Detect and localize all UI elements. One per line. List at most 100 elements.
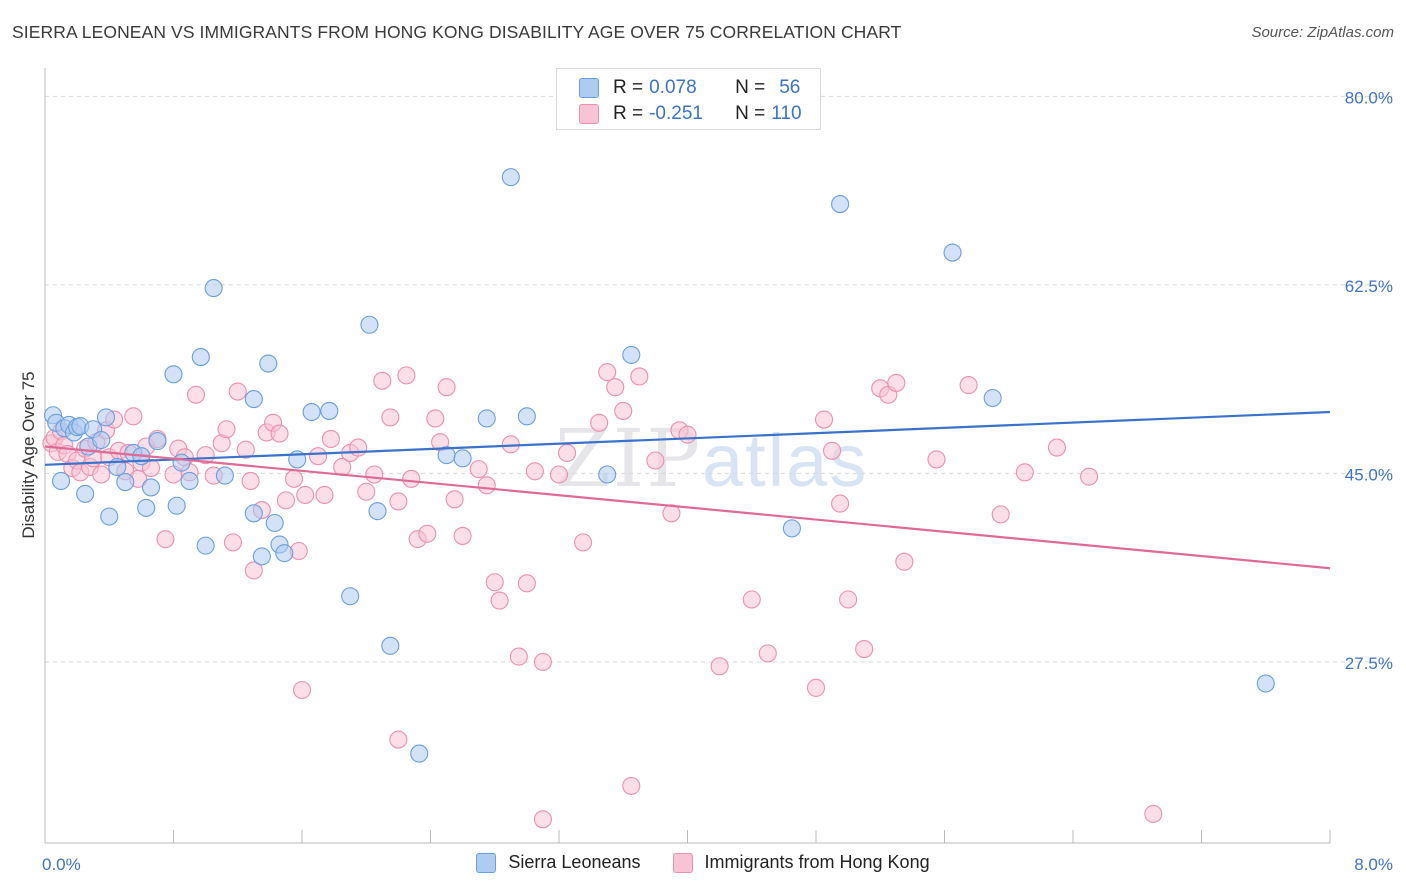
sierra-leonean-point [831,195,850,214]
legend-item-hongkong: Immigrants from Hong Kong [672,852,930,873]
hongkong-point [397,366,416,385]
hongkong-point [758,644,777,663]
sierra-leonean-point [191,348,210,367]
sierra-leonean-point [244,390,263,409]
hongkong-point [270,424,289,443]
hongkong-point [418,524,437,543]
x-tick-label: 8.0% [1354,855,1393,874]
sierra-leonean-point [196,536,215,555]
hongkong-point [92,465,111,484]
hongkong-point [469,460,488,479]
sierra-leonean-point [180,471,199,491]
sierra-leonean-point [141,478,161,497]
sierra-leonean-point [368,502,387,521]
sierra-leonean-point [137,498,156,517]
hongkong-point [373,371,392,390]
sierra-leonean-point [302,402,321,422]
hongkong-point [228,382,247,401]
hongkong-point [622,776,641,795]
sierra-leonean-point [782,519,801,538]
sierra-leonean-point [204,279,223,298]
gridlines [45,95,1392,663]
r-value: -0.251 [649,103,703,124]
hongkong-point [574,533,593,552]
legend-label: Immigrants from Hong Kong [704,852,930,872]
legend-row-hongkong: R = -0.251 N = 110 [579,102,802,126]
hongkong-point [453,526,472,545]
hongkong-point [991,505,1010,524]
sierra-leonean-point [943,243,962,262]
hongkong-point [241,471,260,491]
sierra-leonean-point [172,453,191,472]
hongkong-point [381,408,400,427]
hongkong-point [223,533,242,552]
legend-label: Sierra Leoneans [508,852,641,872]
hongkong-point [517,574,536,593]
sierra-leonean-point [360,315,379,334]
hongkong-point [646,451,665,470]
axes [44,68,1331,844]
sierra-leonean-point [167,496,186,515]
y-tick-label: 45.0% [1345,465,1393,484]
hongkong-point [445,490,464,509]
hongkong-point [927,450,946,469]
hongkong-point [477,476,496,495]
trend-line-hongkong [44,445,1331,570]
sierra-leonean-point [148,432,167,451]
blue-swatch [579,78,599,98]
sierra-leonean-point [622,345,641,364]
y-tick-label: 62.5% [1345,277,1393,296]
hongkong-point [437,378,456,397]
sierra-leonean-point [275,544,294,563]
pink-swatch [672,852,693,873]
sierra-leonean-point [76,484,95,503]
sierra-leonean-point [517,407,536,426]
hongkong-point [244,561,263,580]
n-value: 56 [779,77,801,98]
hongkong-point [831,494,850,513]
hongkong-point [598,363,617,382]
blue-swatch [476,852,497,873]
hongkong-point [806,678,826,697]
hongkong-point [823,441,842,460]
hongkong-point [186,385,206,404]
sierra-leonean-point [453,449,472,468]
trend-line-sierra-leonean [44,410,1331,466]
hongkong-point [426,409,445,428]
hongkong-point [284,469,304,488]
hongkong-point [895,552,914,571]
sierra-leonean-point [265,513,284,533]
hongkong-point [402,469,421,488]
hongkong-point [292,680,312,700]
hongkong-point [156,530,175,549]
y-tick-label: 80.0% [1345,88,1393,107]
sierra-leonean-point [116,472,135,492]
r-value: 0.078 [649,77,697,98]
n-label: N = [735,77,766,98]
hongkong-point [855,640,874,659]
hongkong-point [614,401,633,420]
sierra-leonean-point [501,168,520,187]
hongkong-point [533,652,552,672]
sierra-leonean-point [320,401,339,420]
hongkong-point [389,492,408,511]
y-axis-title: Disability Age Over 75 [19,371,38,538]
sierra-leonean-point [52,471,71,491]
hongkong-point [678,425,697,444]
hongkong-point [365,465,384,484]
hongkong-point [1047,438,1066,457]
hongkong-point [309,447,328,466]
pink-swatch [579,104,599,124]
hongkong-point [533,810,552,829]
correlation-legend: R = 0.078 N = 56 R = -0.251 N = 110 [556,68,821,130]
series-legend: Sierra Leoneans Immigrants from Hong Kon… [0,852,1406,873]
sierra-leonean-point [92,430,111,450]
hongkong-point [1144,804,1163,823]
n-value: 110 [771,103,802,124]
hongkong-point [315,485,334,505]
hongkong-point [485,573,504,592]
hongkong-point [814,410,834,429]
hongkong-point [349,438,368,457]
r-label: R = [613,103,644,124]
